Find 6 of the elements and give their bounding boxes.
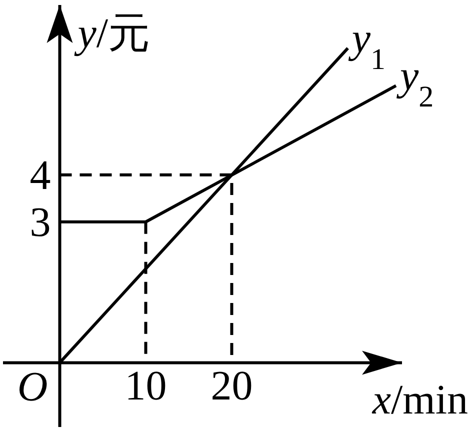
xtick-label: 10	[124, 364, 167, 410]
annotation: O	[17, 364, 48, 411]
ytick-label: 4	[30, 153, 51, 200]
ytick-label: 3	[30, 200, 51, 246]
xlabel: x/min	[372, 378, 468, 424]
xtick-label: 20	[210, 364, 253, 410]
